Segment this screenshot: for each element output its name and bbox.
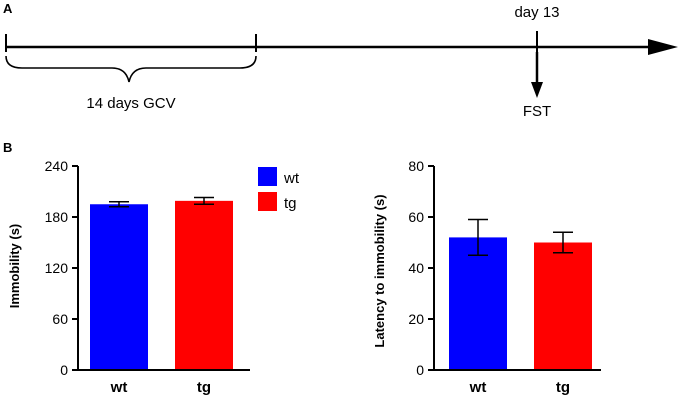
error-bars [468,218,573,256]
legend: wt tg [258,167,300,212]
treatment-label: 14 days GCV [86,95,175,112]
y-tick-label: 0 [416,362,424,378]
panel-a-label: A [3,1,13,16]
y-tick-label: 180 [45,209,69,225]
y-axis-label: Latency to immobility (s) [372,194,387,347]
x-tick-label-tg: tg [556,379,570,396]
bar-wt [449,237,507,370]
bar-wt [90,204,148,370]
bars [449,237,592,370]
y-tick-label: 40 [408,260,424,276]
y-tick-label: 60 [52,311,68,327]
bars [90,200,233,370]
y-tick-label: 60 [408,209,424,225]
y-tick-label: 80 [408,158,424,174]
x-tick-label-tg: tg [197,379,211,396]
immobility-chart: 0 60 120 180 240 wt tg Immobility (s) [7,158,250,396]
timeline-arrowhead [648,39,678,55]
error-bars [109,196,214,208]
legend-label-tg: tg [284,195,297,212]
bar-tg [175,200,233,370]
panel-b-label: B [3,140,12,155]
y-tick-label: 0 [60,362,68,378]
y-tick-label: 20 [408,311,424,327]
y-axis-ticks: 0 60 120 180 240 [45,158,78,378]
legend-label-wt: wt [283,170,300,187]
y-tick-label: 240 [45,158,69,174]
legend-swatch-tg [258,192,277,211]
day-label: day 13 [514,4,559,21]
y-tick-label: 120 [45,260,69,276]
y-axis-label: Immobility (s) [7,224,22,309]
x-tick-label-wt: wt [469,379,487,396]
latency-chart: 0 20 40 60 80 wt tg Latency to immobility (s… [372,158,601,396]
legend-swatch-wt [258,167,277,186]
y-axis-ticks: 0 20 40 60 80 [408,158,434,378]
treatment-brace [5,55,257,83]
x-tick-label-wt: wt [110,379,128,396]
bar-tg [534,242,592,370]
test-label: FST [523,103,551,120]
fst-arrow-head [531,82,543,98]
